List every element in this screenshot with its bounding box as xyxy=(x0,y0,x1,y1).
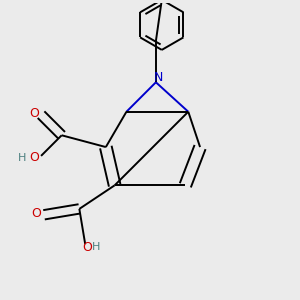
Text: H: H xyxy=(18,153,27,163)
Text: H: H xyxy=(92,242,100,252)
Text: O: O xyxy=(32,207,42,220)
Text: O: O xyxy=(29,107,39,120)
Text: O: O xyxy=(29,151,39,164)
Text: N: N xyxy=(154,71,164,84)
Text: O: O xyxy=(82,241,92,254)
